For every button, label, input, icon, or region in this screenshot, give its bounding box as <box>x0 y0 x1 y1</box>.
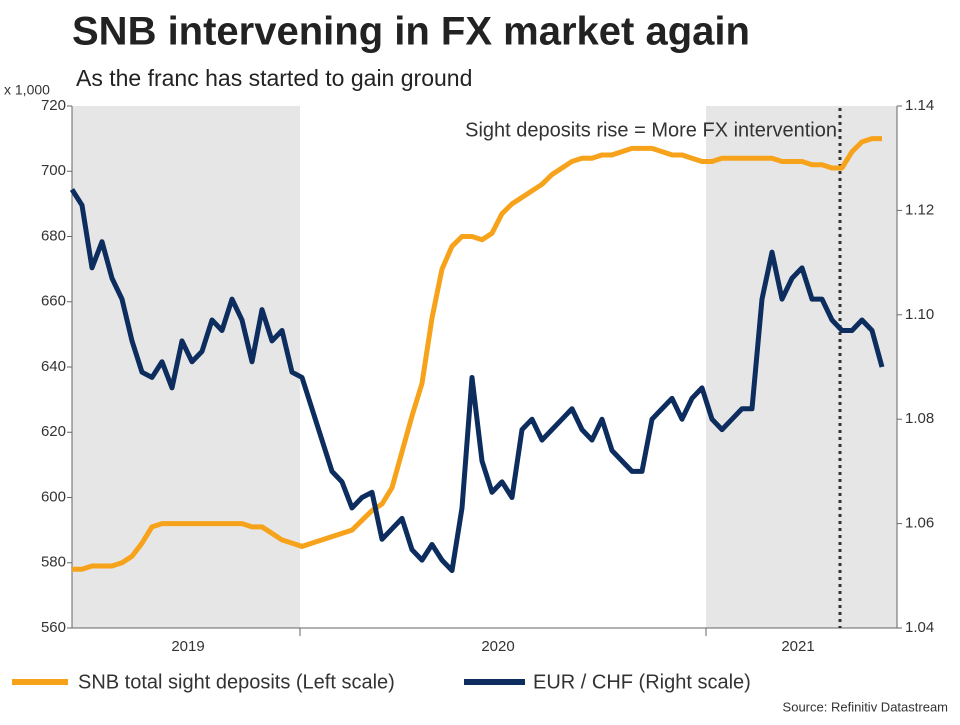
legend-label: SNB total sight deposits (Left scale) <box>78 671 395 693</box>
series-line <box>69 188 885 574</box>
y-unit-label: x 1,000 <box>4 82 50 98</box>
y-tick-label: 600 <box>41 488 66 505</box>
y2-tick-label: 1.10 <box>905 306 934 323</box>
y-tick-label: 640 <box>41 358 66 375</box>
annotation: Sight deposits rise = More FX interventi… <box>465 119 837 141</box>
y2-tick-label: 1.08 <box>905 410 934 427</box>
legend-label: EUR / CHF (Right scale) <box>533 671 751 693</box>
y2-tick-label: 1.04 <box>905 619 934 636</box>
y-tick-label: 720 <box>41 97 66 114</box>
y2-tick-label: 1.06 <box>905 515 934 532</box>
y-tick-label: 580 <box>41 554 66 571</box>
source: Source: Refinitiv Datastream <box>783 699 948 714</box>
x-tick-label: 2019 <box>171 638 204 655</box>
series-line <box>72 136 882 572</box>
x-tick-label: 2020 <box>481 638 514 655</box>
chart-subtitle: As the franc has started to gain ground <box>76 65 472 91</box>
y-tick-label: 660 <box>41 293 66 310</box>
shade-band <box>706 106 897 628</box>
shade-band <box>72 106 300 628</box>
y2-tick-label: 1.12 <box>905 201 934 218</box>
y-tick-label: 700 <box>41 162 66 179</box>
y-tick-label: 560 <box>41 619 66 636</box>
y-tick-label: 680 <box>41 227 66 244</box>
chart-title: SNB intervening in FX market again <box>72 10 750 54</box>
x-tick-label: 2021 <box>781 638 814 655</box>
y-tick-label: 620 <box>41 423 66 440</box>
y2-tick-label: 1.14 <box>905 97 934 114</box>
